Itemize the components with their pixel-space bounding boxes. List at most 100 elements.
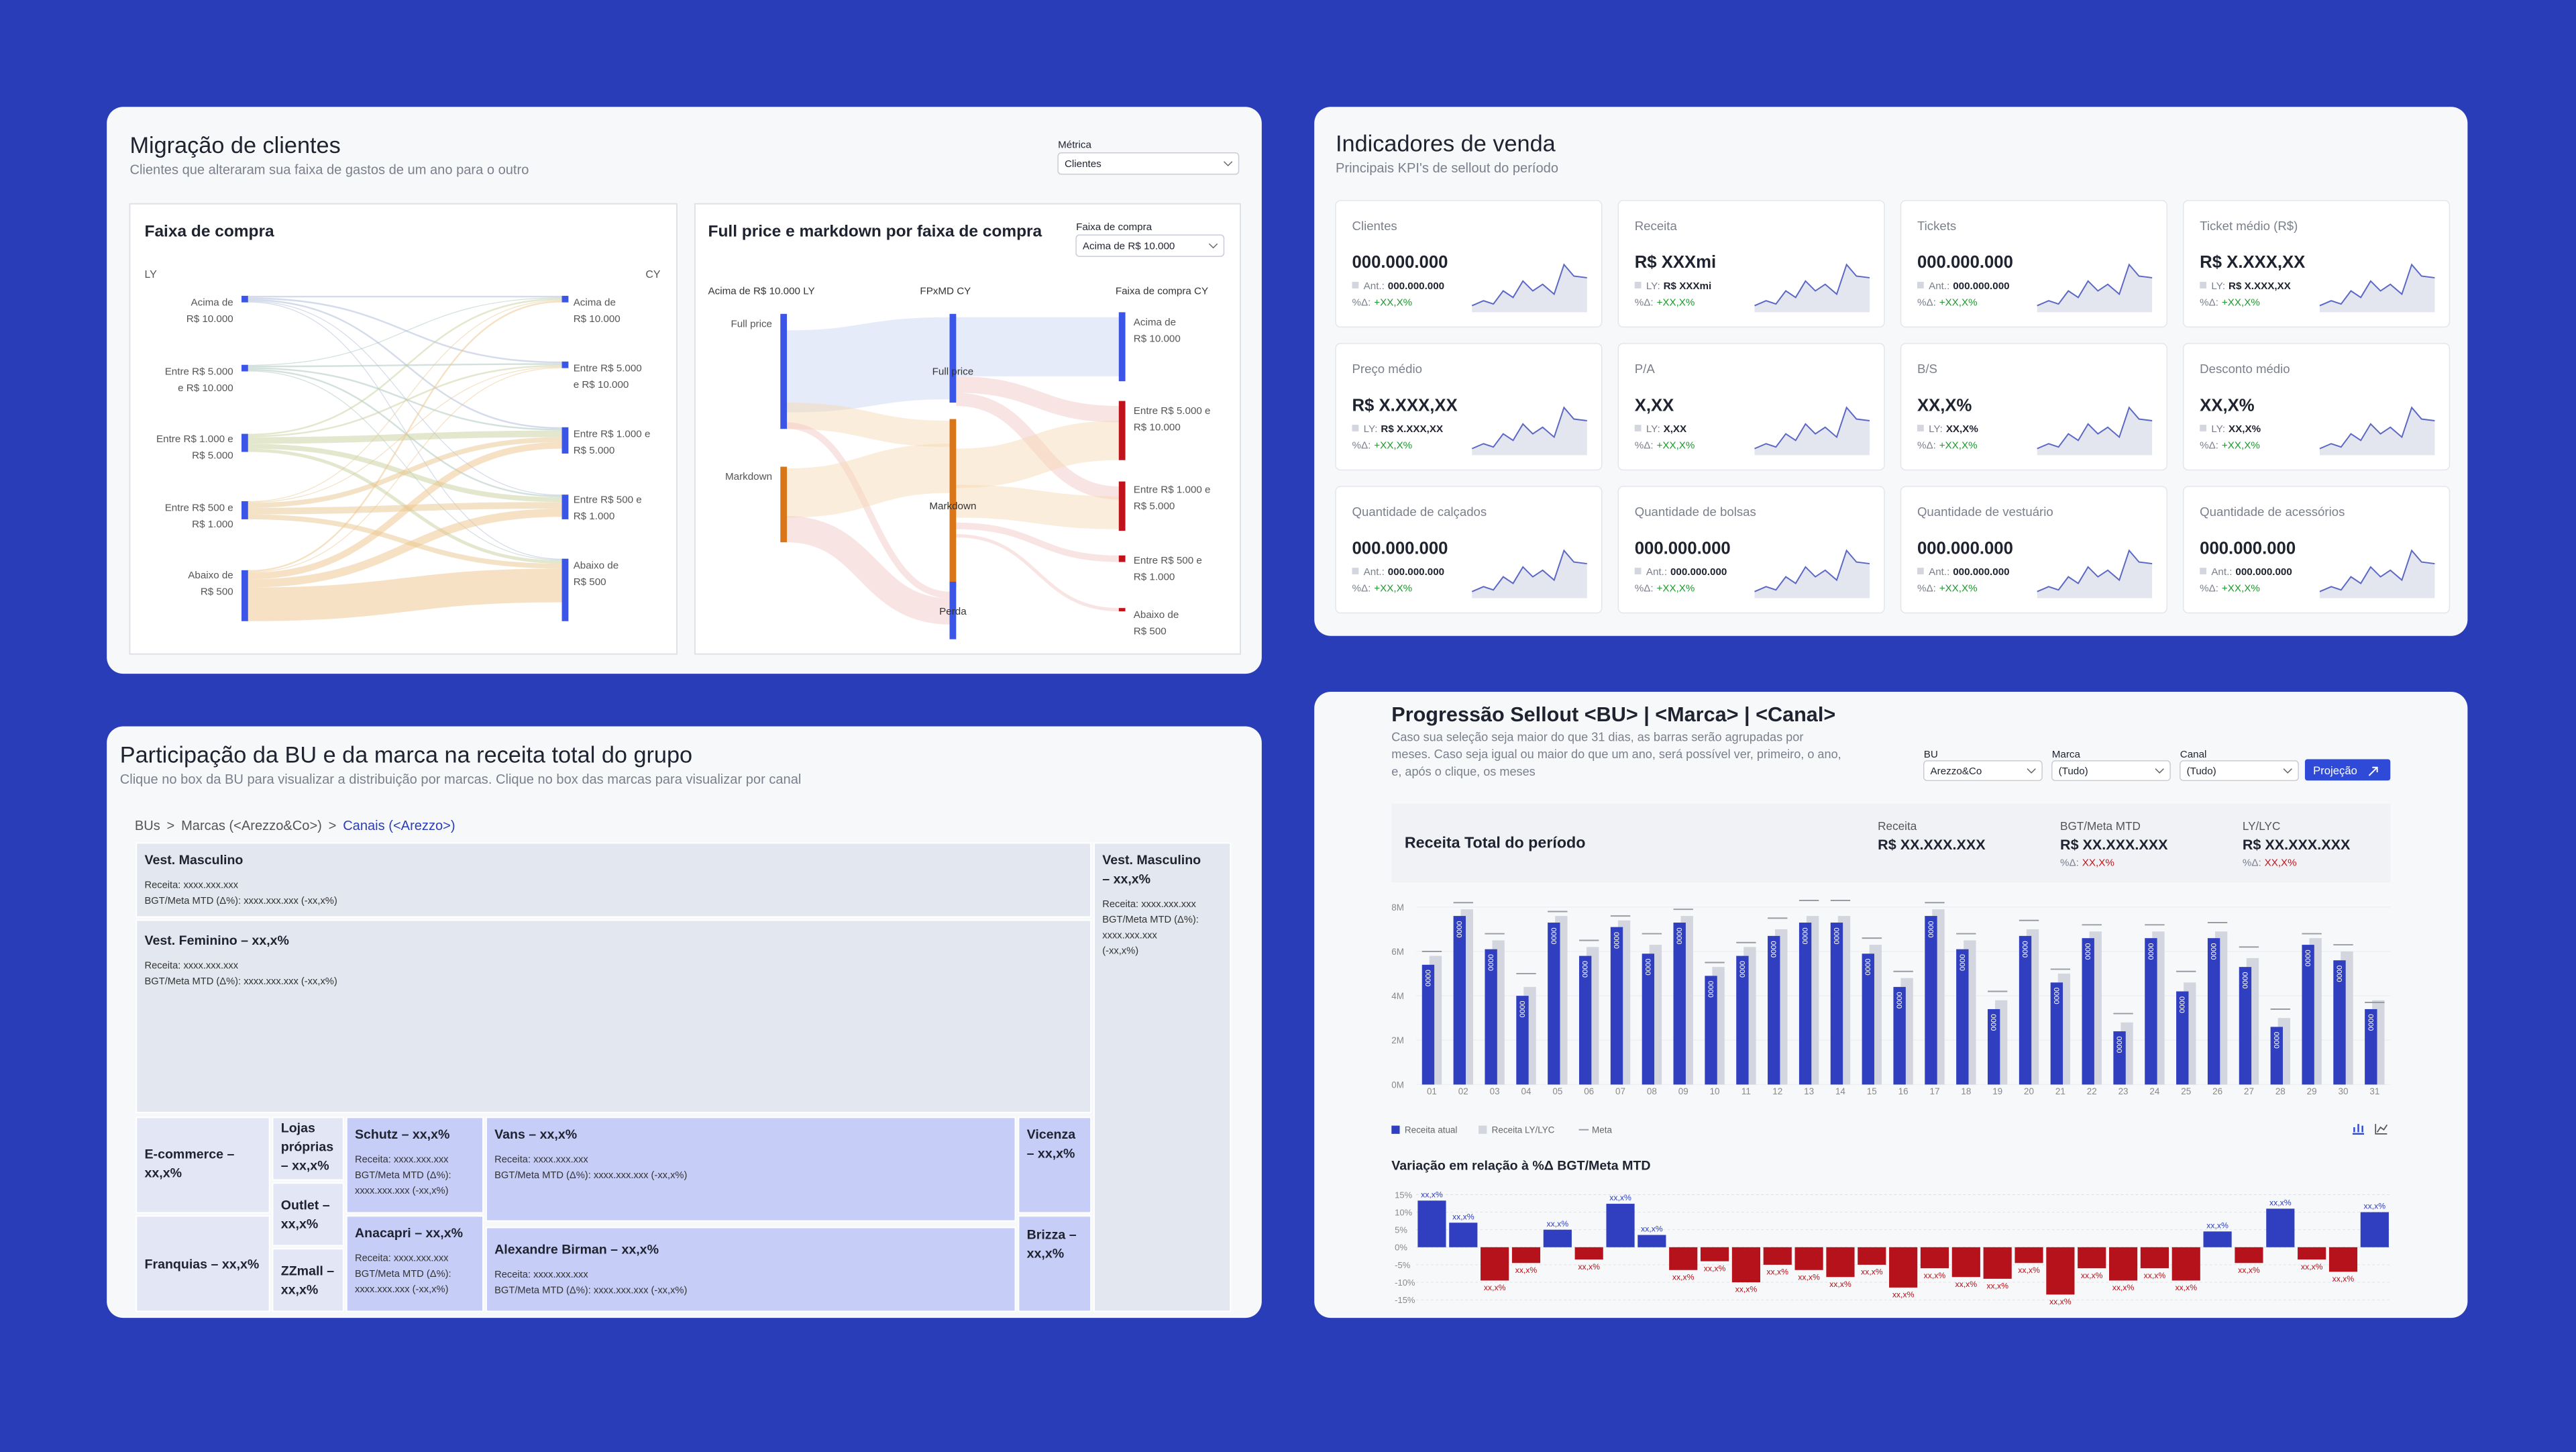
y-tick-label: 4M bbox=[1391, 991, 1404, 1001]
node-label: R$ 5.000 bbox=[1134, 501, 1175, 512]
bar-label: xx,x% bbox=[1892, 1290, 1915, 1300]
kpi-title: Clientes bbox=[1352, 219, 1397, 233]
sankey-node bbox=[561, 495, 569, 519]
label-part: +XX,X% bbox=[1939, 297, 1978, 309]
flow bbox=[956, 522, 1119, 562]
treemap-detail: xxxx.xxx.xxx bbox=[1102, 930, 1157, 941]
treemap-name: Anacapri – xx,x% bbox=[355, 1226, 463, 1241]
treemap-box[interactable] bbox=[136, 1215, 270, 1312]
summary-delta: %Δ: XX,X% bbox=[2243, 858, 2297, 869]
select-box[interactable] bbox=[2180, 760, 2299, 782]
treemap-box[interactable] bbox=[1018, 1215, 1092, 1312]
bar bbox=[2050, 982, 2063, 1085]
chart-toggle-icon[interactable] bbox=[2352, 1124, 2365, 1135]
kpi-value: 000.000.000 bbox=[1917, 539, 2013, 558]
sankey-node bbox=[241, 501, 248, 519]
bar bbox=[2108, 1247, 2138, 1281]
legend-swatch bbox=[1352, 282, 1359, 289]
breadcrumb-item[interactable]: Marcas (<Arezzo&Co>) bbox=[181, 819, 322, 833]
flow bbox=[248, 568, 562, 621]
chart-toggle-icon[interactable] bbox=[2375, 1124, 2388, 1135]
node-label: e R$ 10.000 bbox=[178, 382, 233, 394]
legend-swatch bbox=[1917, 282, 1924, 289]
y-tick-label: 15% bbox=[1395, 1190, 1412, 1200]
treemap-box[interactable] bbox=[272, 1248, 344, 1312]
treemap-box[interactable] bbox=[272, 1117, 344, 1181]
treemap-box[interactable] bbox=[345, 1215, 484, 1312]
legend-swatch bbox=[1391, 1125, 1400, 1134]
legend-swatch bbox=[1479, 1125, 1487, 1134]
treemap-box[interactable] bbox=[136, 842, 1092, 918]
treemap-name: Outlet – bbox=[281, 1198, 330, 1212]
y-tick-label: 0% bbox=[1395, 1243, 1407, 1253]
select-box[interactable] bbox=[2051, 760, 2171, 782]
treemap-name: Vest. Feminino – xx,x% bbox=[145, 933, 289, 948]
treemap-box[interactable] bbox=[485, 1117, 1016, 1222]
bar bbox=[1799, 923, 1812, 1085]
label-part: %Δ: bbox=[2200, 297, 2218, 309]
bar-label: 0000 bbox=[1895, 992, 1903, 1008]
treemap-box[interactable] bbox=[1018, 1117, 1092, 1214]
chart-title: Variação em relação à %Δ BGT/Meta MTD bbox=[1391, 1159, 1650, 1174]
kpi-title: Receita bbox=[1635, 219, 1678, 233]
treemap-box[interactable] bbox=[136, 919, 1092, 1113]
kpi-value: XX,X% bbox=[1917, 396, 1972, 415]
kpi-previous: LY: X,XX bbox=[1646, 423, 1686, 435]
bar-label: xx,x% bbox=[2081, 1271, 2103, 1280]
bar bbox=[2360, 1212, 2389, 1247]
bar bbox=[1983, 1247, 2012, 1279]
bar bbox=[1925, 916, 1937, 1085]
label-part: +XX,X% bbox=[1656, 297, 1695, 309]
flow bbox=[248, 366, 562, 503]
treemap-box[interactable] bbox=[272, 1182, 344, 1247]
treemap-box[interactable] bbox=[1093, 842, 1232, 1312]
breadcrumb-item[interactable]: Canais (<Arezzo>) bbox=[343, 819, 455, 833]
card-title: Migração de clientes bbox=[129, 133, 340, 158]
label-part: LY: bbox=[2211, 423, 2225, 435]
kpi-value: 000.000.000 bbox=[1635, 539, 1731, 558]
sparkline bbox=[2037, 549, 2153, 592]
breadcrumb-item[interactable]: BUs bbox=[135, 819, 160, 833]
card-title: Indicadores de venda bbox=[1336, 131, 1556, 156]
legend-swatch bbox=[1352, 568, 1359, 574]
node-label: Acima de bbox=[574, 297, 616, 309]
node-label: Entre R$ 5.000 bbox=[574, 363, 642, 374]
bar-label: 0000 bbox=[2178, 996, 2186, 1013]
bar bbox=[1516, 996, 1529, 1085]
treemap-detail: xxxx.xxx.xxx (-xx,x%) bbox=[355, 1186, 449, 1196]
treemap-box[interactable] bbox=[136, 1117, 270, 1214]
node-label: R$ 10.000 bbox=[1134, 422, 1181, 433]
x-tick-label: 01 bbox=[1427, 1086, 1437, 1096]
flow bbox=[248, 442, 562, 580]
sankey-node bbox=[949, 581, 957, 639]
card-subtitle: Principais KPI's de sellout do período bbox=[1336, 161, 1558, 176]
bar-label: 0000 bbox=[2334, 966, 2343, 982]
label-part: R$ XXXmi bbox=[1664, 280, 1712, 292]
treemap-box[interactable] bbox=[345, 1117, 484, 1214]
bar bbox=[1794, 1247, 1823, 1270]
bar bbox=[1449, 1223, 1478, 1247]
summary-title: Receita Total do período bbox=[1405, 834, 1586, 851]
y-tick-label: 5% bbox=[1395, 1225, 1407, 1235]
flow bbox=[248, 437, 562, 508]
card-subtitle: Clientes que alteraram sua faixa de gast… bbox=[129, 163, 529, 178]
treemap-box[interactable] bbox=[485, 1227, 1016, 1312]
node-label: R$ 10.000 bbox=[574, 313, 621, 325]
label: R$ XX.XXX.XXX bbox=[2243, 836, 2351, 853]
treemap-detail: BGT/Meta MTD (Δ%): xxxx.xxx.xxx (-xx,x%) bbox=[145, 896, 337, 906]
bar-label: xx,x% bbox=[2301, 1262, 2323, 1272]
bar bbox=[2365, 1008, 2377, 1085]
select-box[interactable] bbox=[1075, 234, 1225, 257]
flow bbox=[248, 363, 562, 368]
bar bbox=[1826, 1247, 1855, 1278]
select-box[interactable] bbox=[1923, 760, 2043, 782]
select-box[interactable] bbox=[1057, 152, 1240, 175]
kpi-previous: Ant.: 000.000.000 bbox=[1364, 566, 1444, 578]
flow bbox=[786, 516, 951, 625]
kpi-previous: LY: XX,X% bbox=[1929, 423, 1978, 435]
treemap-name: Vans – xx,x% bbox=[494, 1127, 577, 1142]
label: Acima de R$ 10.000 LY bbox=[708, 285, 815, 297]
sankey-node bbox=[949, 313, 957, 403]
bar bbox=[2298, 1247, 2326, 1260]
